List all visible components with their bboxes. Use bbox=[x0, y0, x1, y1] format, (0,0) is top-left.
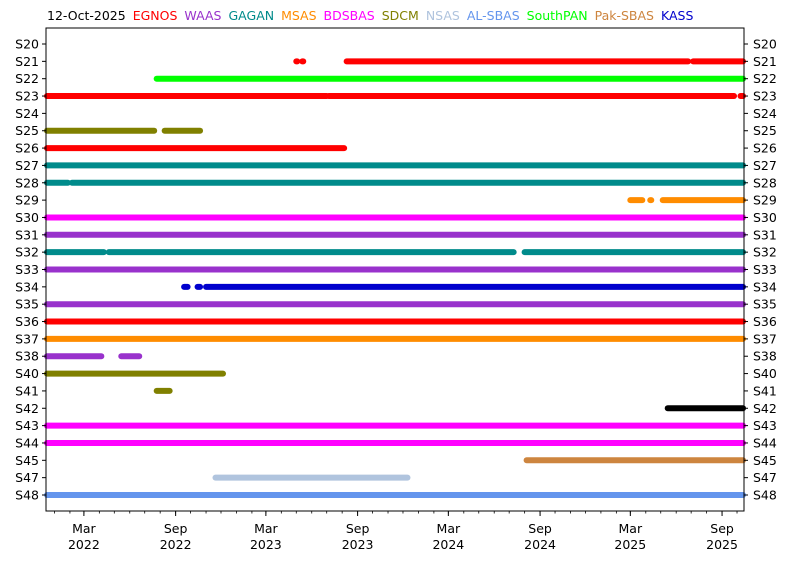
y-tick-label-right: S24 bbox=[753, 106, 777, 121]
legend-entry-al-sbas: AL-SBAS bbox=[466, 8, 520, 23]
y-tick-label-left: S33 bbox=[15, 262, 39, 277]
y-tick-label-left: S37 bbox=[15, 331, 39, 346]
legend-entry-pak-sbas: Pak-SBAS bbox=[594, 8, 654, 23]
y-tick-label-left: S26 bbox=[15, 141, 39, 156]
y-tick-label-right: S20 bbox=[753, 37, 777, 52]
y-tick-label-left: S36 bbox=[15, 314, 39, 329]
y-tick-label-left: S24 bbox=[15, 106, 39, 121]
legend-entry-nsas: NSAS bbox=[425, 8, 460, 23]
y-tick-label-left: S48 bbox=[15, 488, 39, 503]
y-tick-label-left: S20 bbox=[15, 37, 39, 52]
y-tick-label-right: S30 bbox=[753, 210, 777, 225]
x-tick-label-year: 2025 bbox=[614, 537, 646, 552]
y-tick-label-right: S34 bbox=[753, 279, 777, 294]
y-tick-label-right: S23 bbox=[753, 89, 777, 104]
y-tick-label-right: S28 bbox=[753, 175, 777, 190]
y-tick-label-left: S23 bbox=[15, 89, 39, 104]
y-tick-label-right: S25 bbox=[753, 123, 777, 138]
x-tick-label-month: Mar bbox=[254, 521, 278, 536]
x-tick-label-month: Mar bbox=[72, 521, 96, 536]
y-tick-label-right: S40 bbox=[753, 366, 777, 381]
y-tick-label-right: S43 bbox=[753, 418, 777, 433]
data-marks bbox=[44, 58, 746, 498]
y-tick-label-right: S32 bbox=[753, 245, 777, 260]
y-tick-label-right: S47 bbox=[753, 470, 777, 485]
y-tick-label-right: S38 bbox=[753, 349, 777, 364]
y-tick-label-right: S29 bbox=[753, 193, 777, 208]
chart-header: 12-Oct-2025 EGNOS WAAS GAGAN MSAS BDSBAS SDCM N… bbox=[47, 8, 707, 23]
y-tick-label-left: S25 bbox=[15, 123, 39, 138]
y-tick-label-left: S40 bbox=[15, 366, 39, 381]
y-tick-label-left: S27 bbox=[15, 158, 39, 173]
y-tick-label-left: S30 bbox=[15, 210, 39, 225]
x-tick-label-month: Sep bbox=[528, 521, 552, 536]
y-tick-label-right: S22 bbox=[753, 71, 777, 86]
x-tick-label-year: 2025 bbox=[706, 537, 738, 552]
y-tick-label-right: S21 bbox=[753, 54, 777, 69]
x-tick-label-year: 2022 bbox=[160, 537, 192, 552]
x-tick-label-month: Sep bbox=[346, 521, 370, 536]
y-tick-label-left: S29 bbox=[15, 193, 39, 208]
y-tick-label-left: S38 bbox=[15, 349, 39, 364]
y-tick-label-left: S32 bbox=[15, 245, 39, 260]
legend-entry-sdcm: SDCM bbox=[381, 8, 419, 23]
y-tick-label-right: S31 bbox=[753, 227, 777, 242]
x-tick-label-year: 2024 bbox=[432, 537, 464, 552]
y-tick-label-left: S31 bbox=[15, 227, 39, 242]
y-tick-label-right: S33 bbox=[753, 262, 777, 277]
y-tick-label-left: S34 bbox=[15, 279, 39, 294]
legend-entry-msas: MSAS bbox=[281, 8, 317, 23]
x-tick-label-month: Sep bbox=[164, 521, 188, 536]
y-tick-label-right: S44 bbox=[753, 435, 777, 450]
y-tick-label-left: S28 bbox=[15, 175, 39, 190]
y-tick-label-right: S27 bbox=[753, 158, 777, 173]
legend-entry-bdsbas: BDSBAS bbox=[323, 8, 375, 23]
y-tick-label-right: S48 bbox=[753, 488, 777, 503]
x-tick-label-year: 2024 bbox=[524, 537, 556, 552]
y-tick-label-left: S45 bbox=[15, 453, 39, 468]
y-tick-label-left: S21 bbox=[15, 54, 39, 69]
x-tick-label-month: Mar bbox=[619, 521, 643, 536]
y-tick-label-left: S44 bbox=[15, 435, 39, 450]
y-tick-label-left: S43 bbox=[15, 418, 39, 433]
legend-entry-egnos: EGNOS bbox=[132, 8, 178, 23]
legend-entry-waas: WAAS bbox=[184, 8, 222, 23]
y-tick-label-right: S41 bbox=[753, 383, 777, 398]
x-tick-label-month: Mar bbox=[437, 521, 461, 536]
y-tick-label-right: S36 bbox=[753, 314, 777, 329]
legend: EGNOS WAAS GAGAN MSAS BDSBAS SDCM NSAS AL-SBAS S… bbox=[133, 8, 701, 23]
legend-entry-southpan: SouthPAN bbox=[526, 8, 588, 23]
x-tick-label-month: Sep bbox=[710, 521, 734, 536]
y-tick-label-left: S22 bbox=[15, 71, 39, 86]
y-tick-label-right: S45 bbox=[753, 453, 777, 468]
x-tick-label-year: 2022 bbox=[68, 537, 100, 552]
y-tick-label-left: S41 bbox=[15, 383, 39, 398]
y-tick-label-right: S42 bbox=[753, 401, 777, 416]
axes: S20 S20 S21 S21 S22 S22 S23 S23 S24 S24 S25 S25 S26 S… bbox=[15, 27, 777, 552]
x-tick-label-year: 2023 bbox=[250, 537, 282, 552]
legend-entry-gagan: GAGAN bbox=[228, 8, 275, 23]
y-tick-label-left: S42 bbox=[15, 401, 39, 416]
x-tick-label-year: 2023 bbox=[342, 537, 374, 552]
legend-entry-kass: KASS bbox=[661, 8, 694, 23]
y-tick-label-left: S35 bbox=[15, 297, 39, 312]
date-label: 12-Oct-2025 bbox=[47, 8, 126, 23]
y-tick-label-left: S47 bbox=[15, 470, 39, 485]
y-tick-label-right: S35 bbox=[753, 297, 777, 312]
y-tick-label-right: S37 bbox=[753, 331, 777, 346]
y-tick-label-right: S26 bbox=[753, 141, 777, 156]
